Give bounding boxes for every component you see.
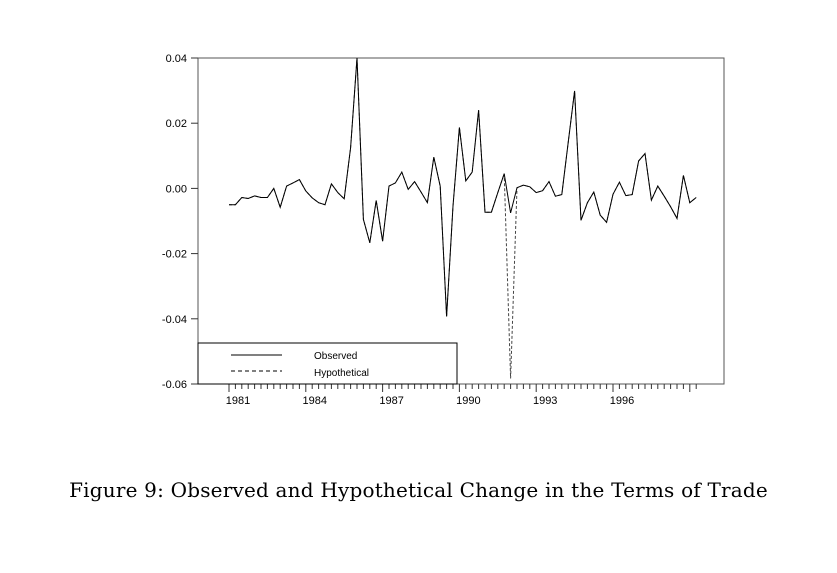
legend-label-observed: Observed [314, 351, 357, 362]
series-line-observed [229, 57, 697, 317]
series-lines [229, 57, 697, 379]
y-tick-label: -0.06 [162, 379, 187, 391]
legend: Observed Hypothetical [197, 342, 458, 385]
y-axis: 0.04 0.02 0.00 -0.02 -0.04 -0.06 [162, 53, 198, 391]
x-tick-label: 1993 [533, 395, 557, 407]
y-tick-label: 0.04 [166, 53, 187, 65]
plot-frame [197, 57, 725, 385]
legend-label-hypothetical: Hypothetical [314, 368, 369, 379]
y-tick-label: 0.00 [166, 183, 187, 195]
x-tick-label: 1990 [456, 395, 480, 407]
x-tick-label: 1987 [379, 395, 403, 407]
x-tick-label: 1996 [610, 395, 634, 407]
series-line-hypothetical [229, 57, 697, 379]
y-tick-label: 0.02 [166, 118, 187, 130]
x-tick-label: 1984 [303, 395, 327, 407]
y-tick-label: -0.04 [162, 314, 187, 326]
legend-box [197, 342, 458, 385]
x-axis: 1981 1984 1987 1990 1993 1996 [226, 384, 697, 407]
x-tick-label: 1981 [226, 395, 250, 407]
figure-caption: Figure 9: Observed and Hypothetical Chan… [69, 478, 768, 502]
y-tick-label: -0.02 [162, 249, 187, 261]
